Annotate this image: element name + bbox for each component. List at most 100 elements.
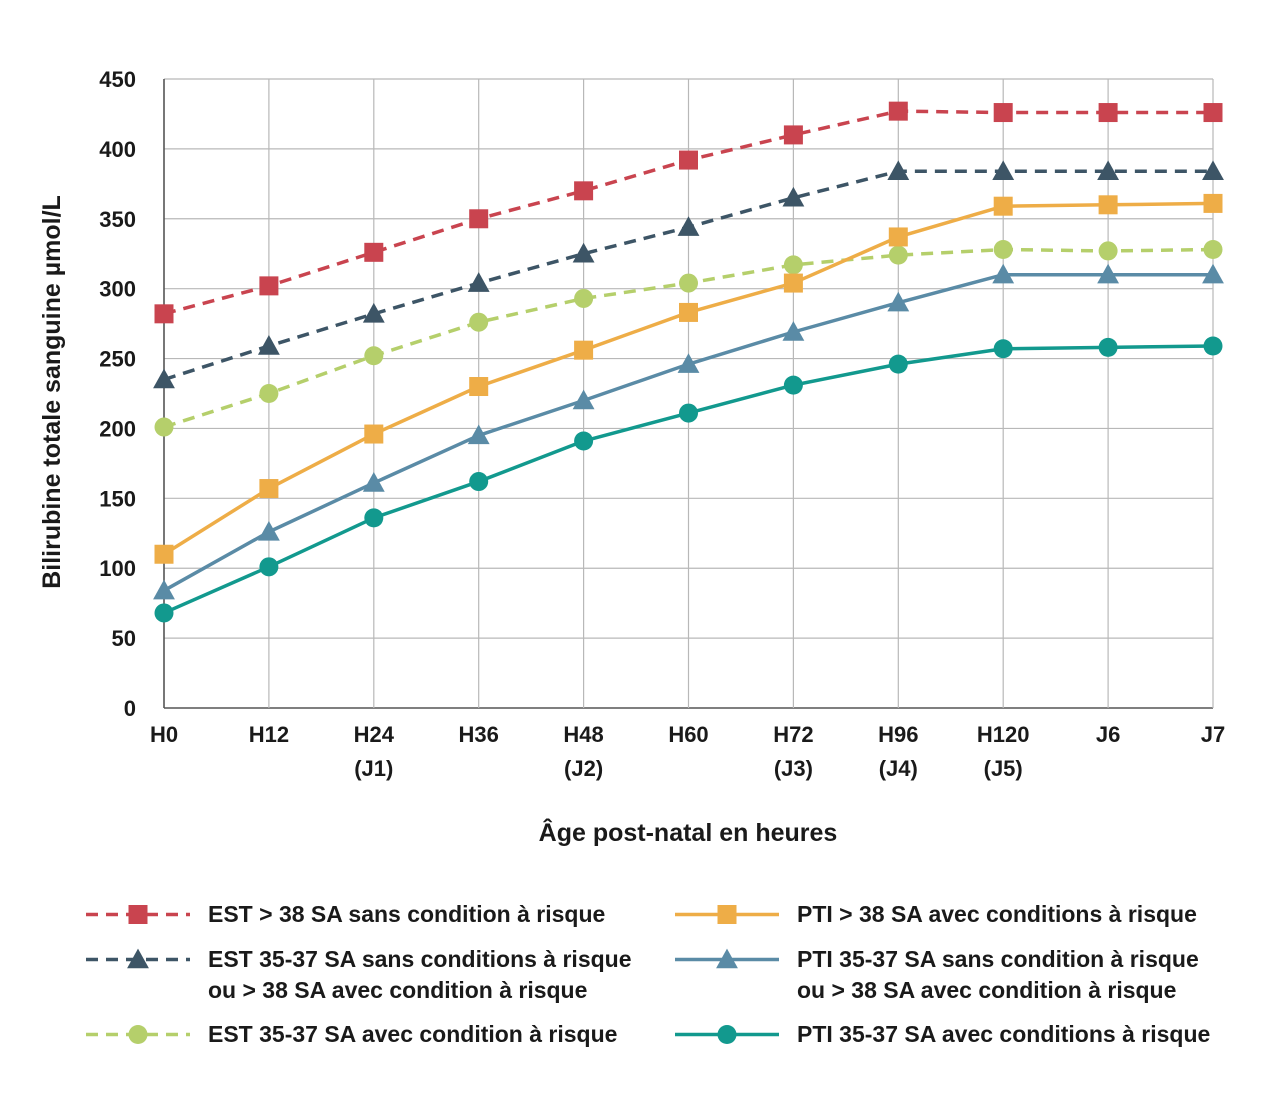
data-point <box>1098 195 1118 215</box>
y-tick-label: 350 <box>99 207 136 232</box>
data-point <box>259 557 279 577</box>
data-point <box>992 160 1015 180</box>
data-point <box>1097 160 1120 180</box>
x-tick-label: H60 <box>668 722 708 747</box>
data-point <box>677 216 700 236</box>
axis-ticks: 0 50 100 150 200 250 300 350 400 450 H0 H12 H24 (J1) H… <box>99 67 1225 781</box>
x-tick-sublabel: (J3) <box>774 756 813 781</box>
data-point <box>364 508 384 528</box>
data-point <box>679 403 698 423</box>
x-tick-label: H36 <box>459 722 499 747</box>
data-point <box>1203 103 1223 123</box>
data-point <box>1098 337 1118 357</box>
data-point <box>783 125 803 145</box>
data-point <box>469 377 489 397</box>
series-group <box>153 101 1224 623</box>
data-point <box>572 389 595 410</box>
data-point <box>257 335 280 355</box>
data-point <box>574 431 594 451</box>
data-point <box>467 272 490 292</box>
data-point <box>1203 336 1223 356</box>
data-point <box>677 353 700 373</box>
data-point <box>257 520 280 541</box>
data-point <box>888 354 908 374</box>
data-point <box>362 472 385 492</box>
data-point <box>469 209 489 229</box>
x-tick-sublabel: (J2) <box>564 756 603 781</box>
data-point <box>154 304 174 324</box>
data-point <box>259 479 279 499</box>
data-point <box>888 227 908 247</box>
data-point <box>1097 263 1120 284</box>
data-point <box>574 288 594 308</box>
y-tick-label: 100 <box>99 556 136 581</box>
data-point <box>993 240 1013 260</box>
data-point <box>1202 263 1224 284</box>
data-point <box>469 312 489 332</box>
series-1 <box>154 101 1223 324</box>
data-point <box>574 340 594 360</box>
grid <box>163 78 1214 709</box>
data-point <box>993 103 1013 123</box>
x-tick-sublabel: (J5) <box>984 756 1023 781</box>
y-axis-title: Bilirubine totale sanguine µmol/L <box>38 195 66 589</box>
y-tick-label: 300 <box>99 277 136 302</box>
data-point <box>783 375 803 395</box>
x-axis-title: Âge post-natal en heures <box>539 817 838 847</box>
data-point <box>888 245 908 265</box>
data-point <box>364 424 384 444</box>
series-4 <box>154 193 1223 564</box>
data-point <box>783 255 803 275</box>
x-tick-sublabel: (J1) <box>354 756 393 781</box>
x-tick-label: H0 <box>150 722 178 747</box>
series-5 <box>153 263 1224 600</box>
data-point <box>154 603 174 623</box>
data-point <box>887 291 910 312</box>
data-point <box>469 472 489 492</box>
series-3 <box>154 240 1223 437</box>
x-tick-label: H120 <box>977 722 1030 747</box>
x-tick-label: H24 <box>354 722 395 747</box>
data-point <box>887 160 910 180</box>
y-tick-label: 0 <box>124 696 136 721</box>
data-point <box>993 196 1013 216</box>
data-point <box>574 181 594 201</box>
y-tick-label: 200 <box>99 416 136 441</box>
data-point <box>782 186 805 207</box>
x-tick-sublabel: (J4) <box>879 756 918 781</box>
data-point <box>153 368 175 389</box>
data-point <box>153 579 175 600</box>
series-2 <box>153 160 1224 389</box>
x-tick-label: H12 <box>249 722 289 747</box>
y-tick-label: 150 <box>99 486 136 511</box>
data-point <box>154 417 174 437</box>
data-point <box>679 273 698 293</box>
x-tick-label: J7 <box>1201 722 1225 747</box>
x-tick-label: H48 <box>563 722 603 747</box>
data-point <box>259 276 279 296</box>
data-point <box>782 321 805 341</box>
data-point <box>992 263 1015 284</box>
x-tick-label: H96 <box>878 722 918 747</box>
data-point <box>1098 103 1118 123</box>
data-point <box>1098 241 1118 261</box>
data-point <box>1202 160 1224 180</box>
data-point <box>993 339 1013 359</box>
data-point <box>679 302 698 322</box>
x-tick-label: H72 <box>773 722 813 747</box>
data-point <box>679 150 698 170</box>
y-tick-label: 250 <box>99 347 136 372</box>
data-point <box>888 101 908 121</box>
data-point <box>259 384 279 403</box>
x-tick-label: J6 <box>1096 722 1120 747</box>
y-tick-label: 450 <box>99 67 136 92</box>
data-point <box>572 242 595 263</box>
data-point <box>154 544 174 564</box>
y-tick-label: 400 <box>99 137 136 162</box>
y-tick-label: 50 <box>112 626 136 651</box>
series-6 <box>154 336 1223 623</box>
data-point <box>362 302 385 323</box>
data-point <box>467 424 490 445</box>
data-point <box>364 346 384 366</box>
